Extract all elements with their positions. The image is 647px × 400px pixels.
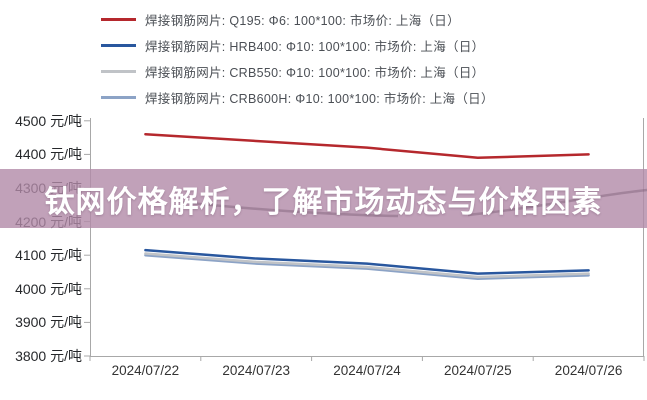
legend-swatch [101,17,136,21]
series-line-1 [144,248,590,275]
x-tick-label: 2024/07/23 [222,363,290,378]
y-tick-label: 3900 元/吨 [15,314,82,331]
legend-label: 焊接钢筋网片: Q195: Φ6: 100*100: 市场价: 上海（日） [145,13,460,28]
x-tick-label: 2024/07/26 [554,363,623,378]
legend-label: 焊接钢筋网片: CRB550: Φ10: 100*100: 市场价: 上海（日） [145,65,485,80]
banner-ghost-lines [179,188,647,218]
legend-item-3: 焊接钢筋网片: CRB600H: Φ10: 100*100: 市场价: 上海（日… [101,84,494,110]
x-tick-label: 2024/07/22 [111,363,180,378]
x-tick-label: 2024/07/25 [444,363,512,378]
banner-title: 钛网价格解析，了解市场动态与价格因素 [44,185,603,219]
y-tick-label: 4100 元/吨 [15,247,82,264]
legend-item-0: 焊接钢筋网片: Q195: Φ6: 100*100: 市场价: 上海（日） [101,6,494,32]
y-tick-label: 4400 元/吨 [15,146,82,163]
series-line-2 [144,252,590,279]
y-tick-label: 4500 元/吨 [15,112,82,129]
x-tick-label: 2024/07/24 [333,363,401,378]
legend-item-1: 焊接钢筋网片: HRB400: Φ10: 100*100: 市场价: 上海（日） [101,32,494,58]
legend-label: 焊接钢筋网片: HRB400: Φ10: 100*100: 市场价: 上海（日） [145,39,485,54]
watermark-banner: 钛网价格解析，了解市场动态与价格因素 [0,169,647,228]
legend-swatch [101,43,136,47]
legend-swatch [101,69,136,73]
y-tick-label: 3800 元/吨 [15,348,82,364]
legend-label: 焊接钢筋网片: CRB600H: Φ10: 100*100: 市场价: 上海（日… [145,91,494,106]
series-line-0 [144,132,590,160]
legend-swatch [101,95,136,99]
chart-legend: 焊接钢筋网片: Q195: Φ6: 100*100: 市场价: 上海（日） 焊接钢… [101,6,494,110]
y-tick-label: 4000 元/吨 [15,280,82,297]
legend-item-2: 焊接钢筋网片: CRB550: Φ10: 100*100: 市场价: 上海（日） [101,58,494,84]
series-line-3 [144,253,590,280]
